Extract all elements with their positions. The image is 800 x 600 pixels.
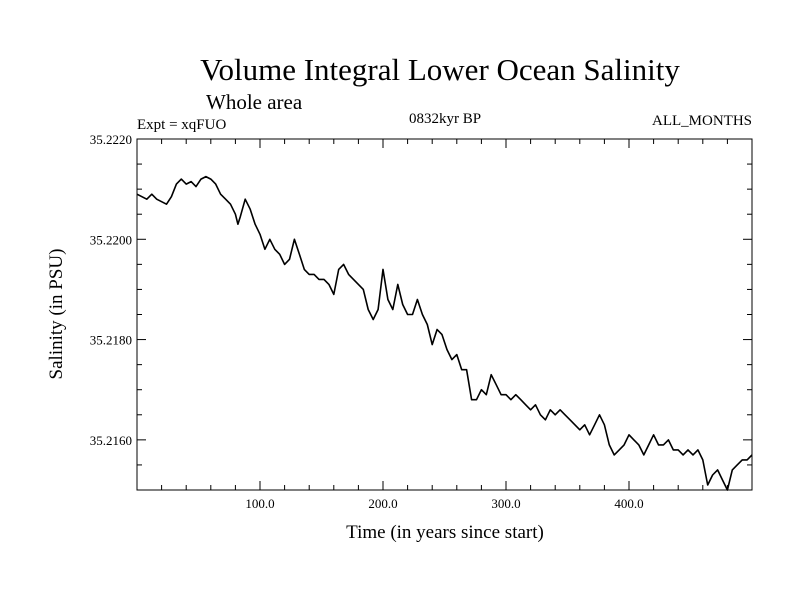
x-axis-tick-labels: 100.0 200.0 300.0 400.0	[245, 496, 643, 511]
y-tick-label: 35.2220	[90, 132, 132, 147]
chart-subtitle: Whole area	[206, 90, 303, 114]
x-axis-label: Time (in years since start)	[346, 522, 544, 543]
experiment-label: Expt = xqFUO	[137, 117, 226, 133]
plot-frame	[136, 138, 753, 491]
x-tick-label: 400.0	[614, 496, 643, 511]
y-axis-tick-labels: 35.2220 35.2200 35.2180 35.2160	[90, 132, 132, 448]
y-tick-label: 35.2180	[90, 333, 132, 348]
x-tick-label: 200.0	[368, 496, 397, 511]
salinity-series-line	[136, 175, 753, 491]
y-axis-ticks	[137, 163, 752, 466]
months-label: ALL_MONTHS	[652, 113, 752, 129]
y-axis-label: Salinity (in PSU)	[46, 249, 67, 380]
x-axis-ticks	[161, 139, 728, 490]
x-tick-label: 300.0	[491, 496, 520, 511]
y-tick-label: 35.2200	[90, 232, 132, 247]
y-tick-label: 35.2160	[90, 433, 132, 448]
x-tick-label: 100.0	[245, 496, 274, 511]
period-label: 0832kyr BP	[409, 111, 481, 127]
chart-title: Volume Integral Lower Ocean Salinity	[200, 52, 680, 87]
